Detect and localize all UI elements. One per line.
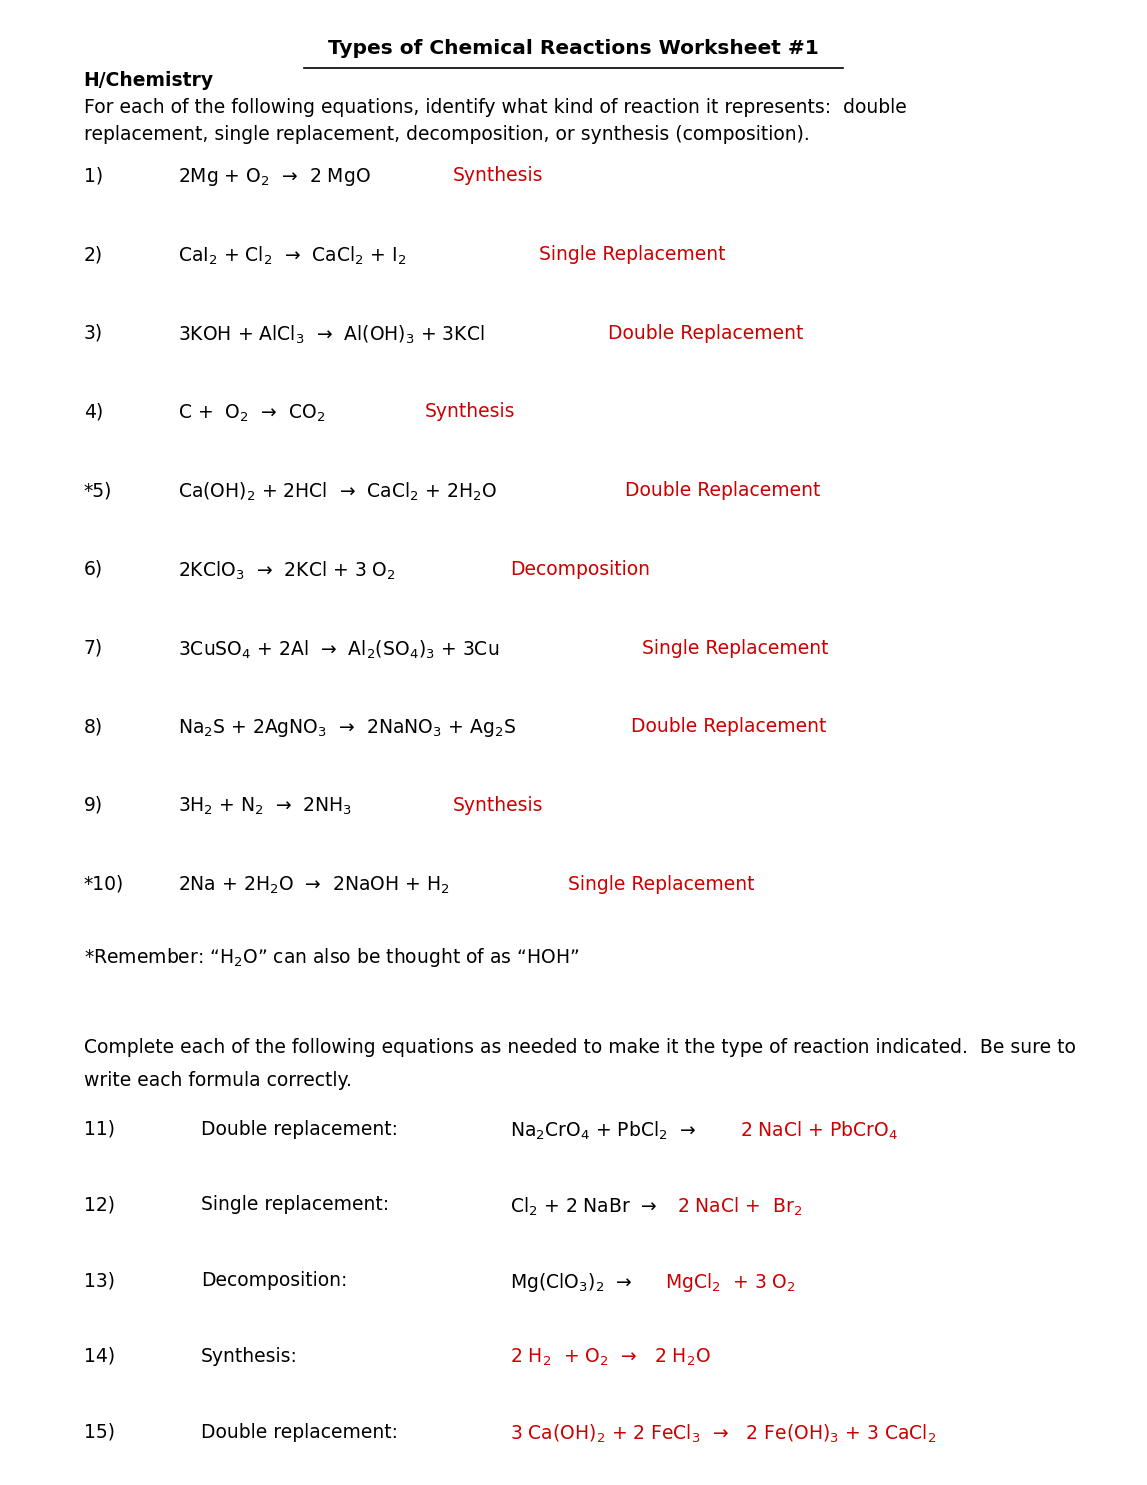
Text: 3CuSO$_4$ + 2Al  →  Al$_2$(SO$_4$)$_3$ + 3Cu: 3CuSO$_4$ + 2Al → Al$_2$(SO$_4$)$_3$ + 3… <box>178 639 507 661</box>
Text: Single Replacement: Single Replacement <box>642 639 829 658</box>
Text: Na$_2$CrO$_4$ + PbCl$_2$  →: Na$_2$CrO$_4$ + PbCl$_2$ → <box>510 1120 703 1142</box>
Text: Synthesis: Synthesis <box>424 402 515 422</box>
Text: 1): 1) <box>84 166 103 186</box>
Text: 3KOH + AlCl$_3$  →  Al(OH)$_3$ + 3KCl: 3KOH + AlCl$_3$ → Al(OH)$_3$ + 3KCl <box>178 324 498 346</box>
Text: 9): 9) <box>84 796 103 815</box>
Text: 3H$_2$ + N$_2$  →  2NH$_3$: 3H$_2$ + N$_2$ → 2NH$_3$ <box>178 796 365 817</box>
Text: Double replacement:: Double replacement: <box>201 1423 398 1442</box>
Text: *5): *5) <box>84 481 112 500</box>
Text: Types of Chemical Reactions Worksheet #1: Types of Chemical Reactions Worksheet #1 <box>328 39 819 58</box>
Text: H/Chemistry: H/Chemistry <box>84 71 213 91</box>
Text: Decomposition:: Decomposition: <box>201 1271 348 1290</box>
Text: Single Replacement: Single Replacement <box>568 875 755 894</box>
Text: 3 Ca(OH)$_2$ + 2 FeCl$_3$  →   2 Fe(OH)$_3$ + 3 CaCl$_2$: 3 Ca(OH)$_2$ + 2 FeCl$_3$ → 2 Fe(OH)$_3$… <box>510 1423 937 1445</box>
Text: Double Replacement: Double Replacement <box>631 717 826 737</box>
Text: Ca(OH)$_2$ + 2HCl  →  CaCl$_2$ + 2H$_2$O: Ca(OH)$_2$ + 2HCl → CaCl$_2$ + 2H$_2$O <box>178 481 504 503</box>
Text: 14): 14) <box>84 1347 115 1366</box>
Text: 2Mg + O$_2$  →  2 MgO: 2Mg + O$_2$ → 2 MgO <box>178 166 377 189</box>
Text: MgCl$_2$  + 3 O$_2$: MgCl$_2$ + 3 O$_2$ <box>665 1271 796 1293</box>
Text: 3): 3) <box>84 324 103 343</box>
Text: C +  O$_2$  →  CO$_2$: C + O$_2$ → CO$_2$ <box>178 402 333 423</box>
Text: Decomposition: Decomposition <box>510 560 650 579</box>
Text: Single replacement:: Single replacement: <box>201 1195 389 1215</box>
Text: 4): 4) <box>84 402 103 422</box>
Text: Cl$_2$ + 2 NaBr  →: Cl$_2$ + 2 NaBr → <box>510 1195 665 1218</box>
Text: Complete each of the following equations as needed to make it the type of reacti: Complete each of the following equations… <box>84 1038 1076 1057</box>
Text: Mg(ClO$_3$)$_2$  →: Mg(ClO$_3$)$_2$ → <box>510 1271 640 1293</box>
Text: Synthesis:: Synthesis: <box>201 1347 297 1366</box>
Text: replacement, single replacement, decomposition, or synthesis (composition).: replacement, single replacement, decompo… <box>84 125 810 144</box>
Text: 15): 15) <box>84 1423 115 1442</box>
Text: For each of the following equations, identify what kind of reaction it represent: For each of the following equations, ide… <box>84 98 906 117</box>
Text: write each formula correctly.: write each formula correctly. <box>84 1071 352 1090</box>
Text: Na$_2$S + 2AgNO$_3$  →  2NaNO$_3$ + Ag$_2$S: Na$_2$S + 2AgNO$_3$ → 2NaNO$_3$ + Ag$_2$… <box>178 717 523 740</box>
Text: 2KClO$_3$  →  2KCl + 3 O$_2$: 2KClO$_3$ → 2KCl + 3 O$_2$ <box>178 560 409 582</box>
Text: 7): 7) <box>84 639 103 658</box>
Text: *10): *10) <box>84 875 124 894</box>
Text: 2 NaCl + PbCrO$_4$: 2 NaCl + PbCrO$_4$ <box>740 1120 898 1142</box>
Text: *Remember: “H$_2$O” can also be thought of as “HOH”: *Remember: “H$_2$O” can also be thought … <box>84 946 579 968</box>
Text: 11): 11) <box>84 1120 115 1139</box>
Text: 2): 2) <box>84 245 103 264</box>
Text: Synthesis: Synthesis <box>453 166 544 186</box>
Text: 6): 6) <box>84 560 103 579</box>
Text: Double Replacement: Double Replacement <box>625 481 820 500</box>
Text: Single Replacement: Single Replacement <box>539 245 726 264</box>
Text: 13): 13) <box>84 1271 115 1290</box>
Text: 2Na + 2H$_2$O  →  2NaOH + H$_2$: 2Na + 2H$_2$O → 2NaOH + H$_2$ <box>178 875 458 895</box>
Text: Synthesis: Synthesis <box>453 796 544 815</box>
Text: 2 NaCl +  Br$_2$: 2 NaCl + Br$_2$ <box>677 1195 802 1218</box>
Text: Double Replacement: Double Replacement <box>608 324 803 343</box>
Text: 2 H$_2$  + O$_2$  →   2 H$_2$O: 2 H$_2$ + O$_2$ → 2 H$_2$O <box>510 1347 711 1368</box>
Text: 8): 8) <box>84 717 103 737</box>
Text: CaI$_2$ + Cl$_2$  →  CaCl$_2$ + I$_2$: CaI$_2$ + Cl$_2$ → CaCl$_2$ + I$_2$ <box>178 245 414 267</box>
Text: 12): 12) <box>84 1195 115 1215</box>
Text: Double replacement:: Double replacement: <box>201 1120 398 1139</box>
